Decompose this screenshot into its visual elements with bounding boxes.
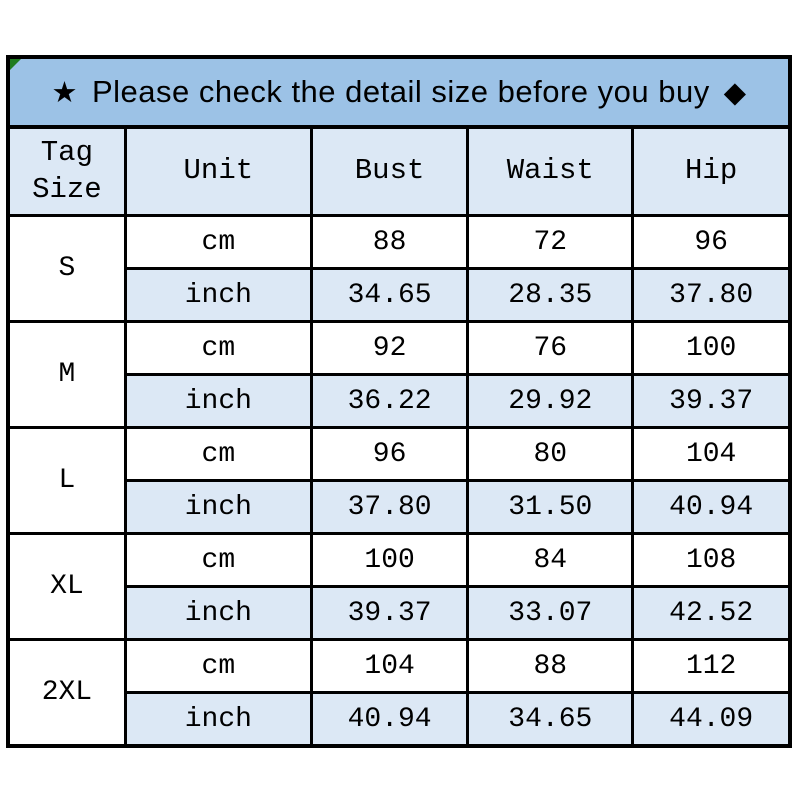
- star-icon: ★: [51, 76, 78, 109]
- size-label: 2XL: [6, 638, 127, 748]
- size-label: XL: [6, 532, 127, 641]
- banner: ★ Please check the detail size before yo…: [6, 55, 792, 125]
- hip-value: 39.37: [631, 373, 792, 429]
- waist-value: 31.50: [466, 479, 635, 535]
- hip-value: 44.09: [631, 691, 792, 748]
- hip-value: 42.52: [631, 585, 792, 641]
- bust-value: 96: [309, 426, 470, 482]
- waist-value: 80: [466, 426, 635, 482]
- bust-value: 100: [309, 532, 470, 588]
- header-tag-size-line2: Size: [32, 172, 102, 206]
- corner-marker-icon: [10, 59, 21, 70]
- diamond-icon: ◆: [723, 76, 747, 109]
- unit-label: cm: [123, 214, 313, 270]
- header-unit: Unit: [123, 125, 313, 217]
- header-tag-size-line1: Tag: [40, 136, 93, 170]
- bust-value: 37.80: [309, 479, 470, 535]
- bust-value: 36.22: [309, 373, 470, 429]
- table-row: inch 36.22 29.92 39.37: [8, 373, 792, 429]
- table-row: inch 37.80 31.50 40.94: [8, 479, 792, 535]
- banner-text: Please check the detail size before you …: [91, 74, 710, 109]
- hip-value: 104: [631, 426, 792, 482]
- header-tag-size: Tag Size: [6, 125, 127, 217]
- bust-value: 88: [309, 214, 470, 270]
- size-label: M: [6, 320, 127, 429]
- unit-label: cm: [123, 426, 313, 482]
- unit-label: cm: [123, 532, 313, 588]
- table-header-row: Tag Size Unit Bust Waist Hip: [6, 125, 792, 217]
- table-row: inch 39.37 33.07 42.52: [8, 585, 792, 641]
- size-chart-table: Tag Size Unit Bust Waist Hip S cm 88 72 …: [6, 125, 792, 748]
- table-row: M cm 92 76 100: [6, 320, 792, 429]
- hip-value: 112: [631, 638, 792, 694]
- table-row: 2XL cm 104 88 112: [6, 638, 792, 748]
- waist-value: 29.92: [466, 373, 635, 429]
- size-label: L: [6, 426, 127, 535]
- unit-label: cm: [123, 638, 313, 694]
- waist-value: 84: [466, 532, 635, 588]
- unit-label: inch: [123, 479, 313, 535]
- size-chart-sheet: ★ Please check the detail size before yo…: [6, 55, 792, 748]
- bust-value: 104: [309, 638, 470, 694]
- table-row: inch 40.94 34.65 44.09: [8, 691, 792, 748]
- unit-label: inch: [123, 373, 313, 429]
- unit-label: inch: [123, 585, 313, 641]
- waist-value: 76: [466, 320, 635, 376]
- waist-value: 88: [466, 638, 635, 694]
- unit-label: inch: [123, 267, 313, 323]
- unit-label: inch: [123, 691, 313, 748]
- table-row: XL cm 100 84 108: [6, 532, 792, 641]
- header-hip: Hip: [631, 125, 792, 217]
- unit-label: cm: [123, 320, 313, 376]
- waist-value: 72: [466, 214, 635, 270]
- bust-value: 39.37: [309, 585, 470, 641]
- hip-value: 96: [631, 214, 792, 270]
- waist-value: 28.35: [466, 267, 635, 323]
- hip-value: 40.94: [631, 479, 792, 535]
- bust-value: 34.65: [309, 267, 470, 323]
- table-row: L cm 96 80 104: [6, 426, 792, 535]
- size-label: S: [6, 214, 127, 323]
- table-row: S cm 88 72 96: [6, 214, 792, 323]
- bust-value: 92: [309, 320, 470, 376]
- hip-value: 37.80: [631, 267, 792, 323]
- header-bust: Bust: [309, 125, 470, 217]
- hip-value: 100: [631, 320, 792, 376]
- header-waist: Waist: [466, 125, 635, 217]
- bust-value: 40.94: [309, 691, 470, 748]
- table-row: inch 34.65 28.35 37.80: [8, 267, 792, 323]
- hip-value: 108: [631, 532, 792, 588]
- waist-value: 34.65: [466, 691, 635, 748]
- waist-value: 33.07: [466, 585, 635, 641]
